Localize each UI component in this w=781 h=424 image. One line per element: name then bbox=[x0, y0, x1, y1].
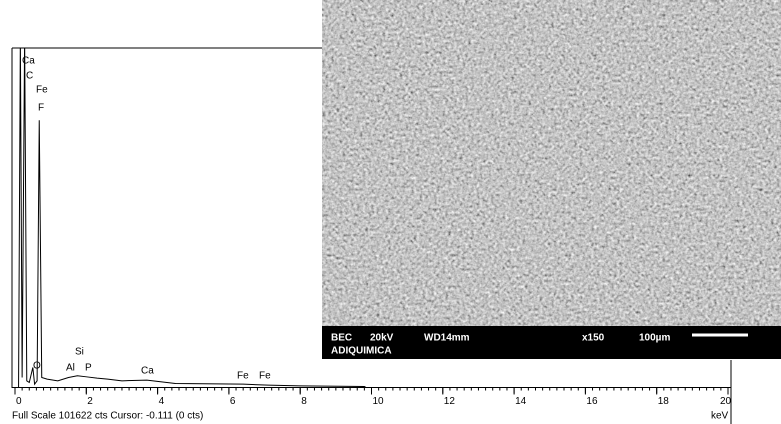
peak-label: Fe bbox=[259, 371, 271, 382]
peak-label: Si bbox=[75, 347, 84, 358]
x-axis-label: keV bbox=[711, 411, 729, 422]
peak-label: O bbox=[33, 361, 41, 372]
x-tick-label: 4 bbox=[159, 396, 165, 407]
peak-label: Fe bbox=[237, 371, 249, 382]
x-tick-label: 18 bbox=[658, 396, 670, 407]
spectrum-line bbox=[15, 48, 367, 388]
magnification: x150 bbox=[582, 333, 605, 344]
scale-label: 100µm bbox=[639, 333, 670, 344]
x-tick-label: 20 bbox=[720, 396, 732, 407]
micrograph bbox=[322, 0, 781, 326]
peak-label: F bbox=[38, 103, 44, 114]
x-tick-label: 8 bbox=[301, 396, 307, 407]
peak-label: Ca bbox=[22, 56, 35, 67]
working-distance: WD14mm bbox=[424, 333, 470, 344]
x-tick-label: 12 bbox=[444, 396, 456, 407]
voltage: 20kV bbox=[370, 333, 394, 344]
x-tick-label: 0 bbox=[16, 396, 22, 407]
peak-label: C bbox=[26, 71, 33, 82]
detector: BEC bbox=[331, 333, 352, 344]
x-tick-label: 10 bbox=[373, 396, 385, 407]
x-tick-label: 6 bbox=[230, 396, 236, 407]
peak-label: Fe bbox=[36, 85, 48, 96]
peak-label: P bbox=[85, 363, 92, 374]
x-tick-label: 2 bbox=[87, 396, 93, 407]
x-tick-label: 14 bbox=[515, 396, 527, 407]
peak-label: Ca bbox=[141, 366, 154, 377]
peak-label: Al bbox=[66, 363, 75, 374]
x-tick-label: 16 bbox=[586, 396, 598, 407]
sem-image: BEC 20kV WD14mm x150 100µm ADIQUIMICA bbox=[322, 0, 781, 359]
info-bar bbox=[322, 326, 781, 359]
footer: Full Scale 101622 cts Cursor: -0.111 (0 … bbox=[12, 411, 203, 422]
lab-name: ADIQUIMICA bbox=[331, 346, 392, 357]
